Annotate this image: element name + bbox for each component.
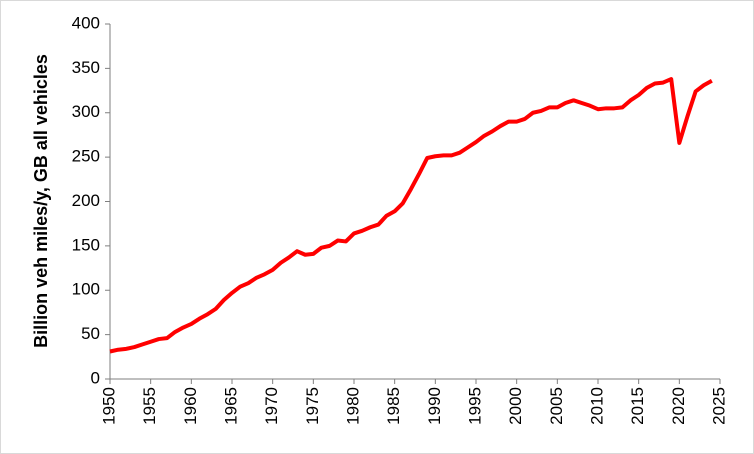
x-tick-label: 2015 <box>628 387 647 425</box>
y-tick-label: 400 <box>72 13 100 32</box>
x-tick-label: 1950 <box>99 387 118 425</box>
y-tick-label: 150 <box>72 235 100 254</box>
x-tick-label: 1990 <box>425 387 444 425</box>
y-tick-label: 100 <box>72 280 100 299</box>
x-tick-label: 1955 <box>140 387 159 425</box>
x-tick-label: 2020 <box>669 387 688 425</box>
x-tick-label: 2025 <box>709 387 728 425</box>
y-tick-label: 200 <box>72 191 100 210</box>
x-tick-label: 1970 <box>262 387 281 425</box>
data-line <box>109 77 713 354</box>
x-tick-label: 1995 <box>465 387 484 425</box>
y-axis-label: Billion veh miles/y, GB all vehicles <box>31 54 51 348</box>
x-tick-label: 1965 <box>221 387 240 425</box>
x-tick-label: 2010 <box>587 387 606 425</box>
y-tick-label: 350 <box>72 58 100 77</box>
y-tick-label: 0 <box>91 368 100 387</box>
x-tick-label: 1975 <box>303 387 322 425</box>
y-tick-label: 50 <box>81 324 100 343</box>
x-tick-label: 1980 <box>343 387 362 425</box>
x-tick-label: 2000 <box>506 387 525 425</box>
y-tick-label: 300 <box>72 102 100 121</box>
x-tick-label: 2005 <box>547 387 566 425</box>
y-tick-label: 250 <box>72 147 100 166</box>
x-tick-label: 1960 <box>181 387 200 425</box>
x-tick-label: 1985 <box>384 387 403 425</box>
